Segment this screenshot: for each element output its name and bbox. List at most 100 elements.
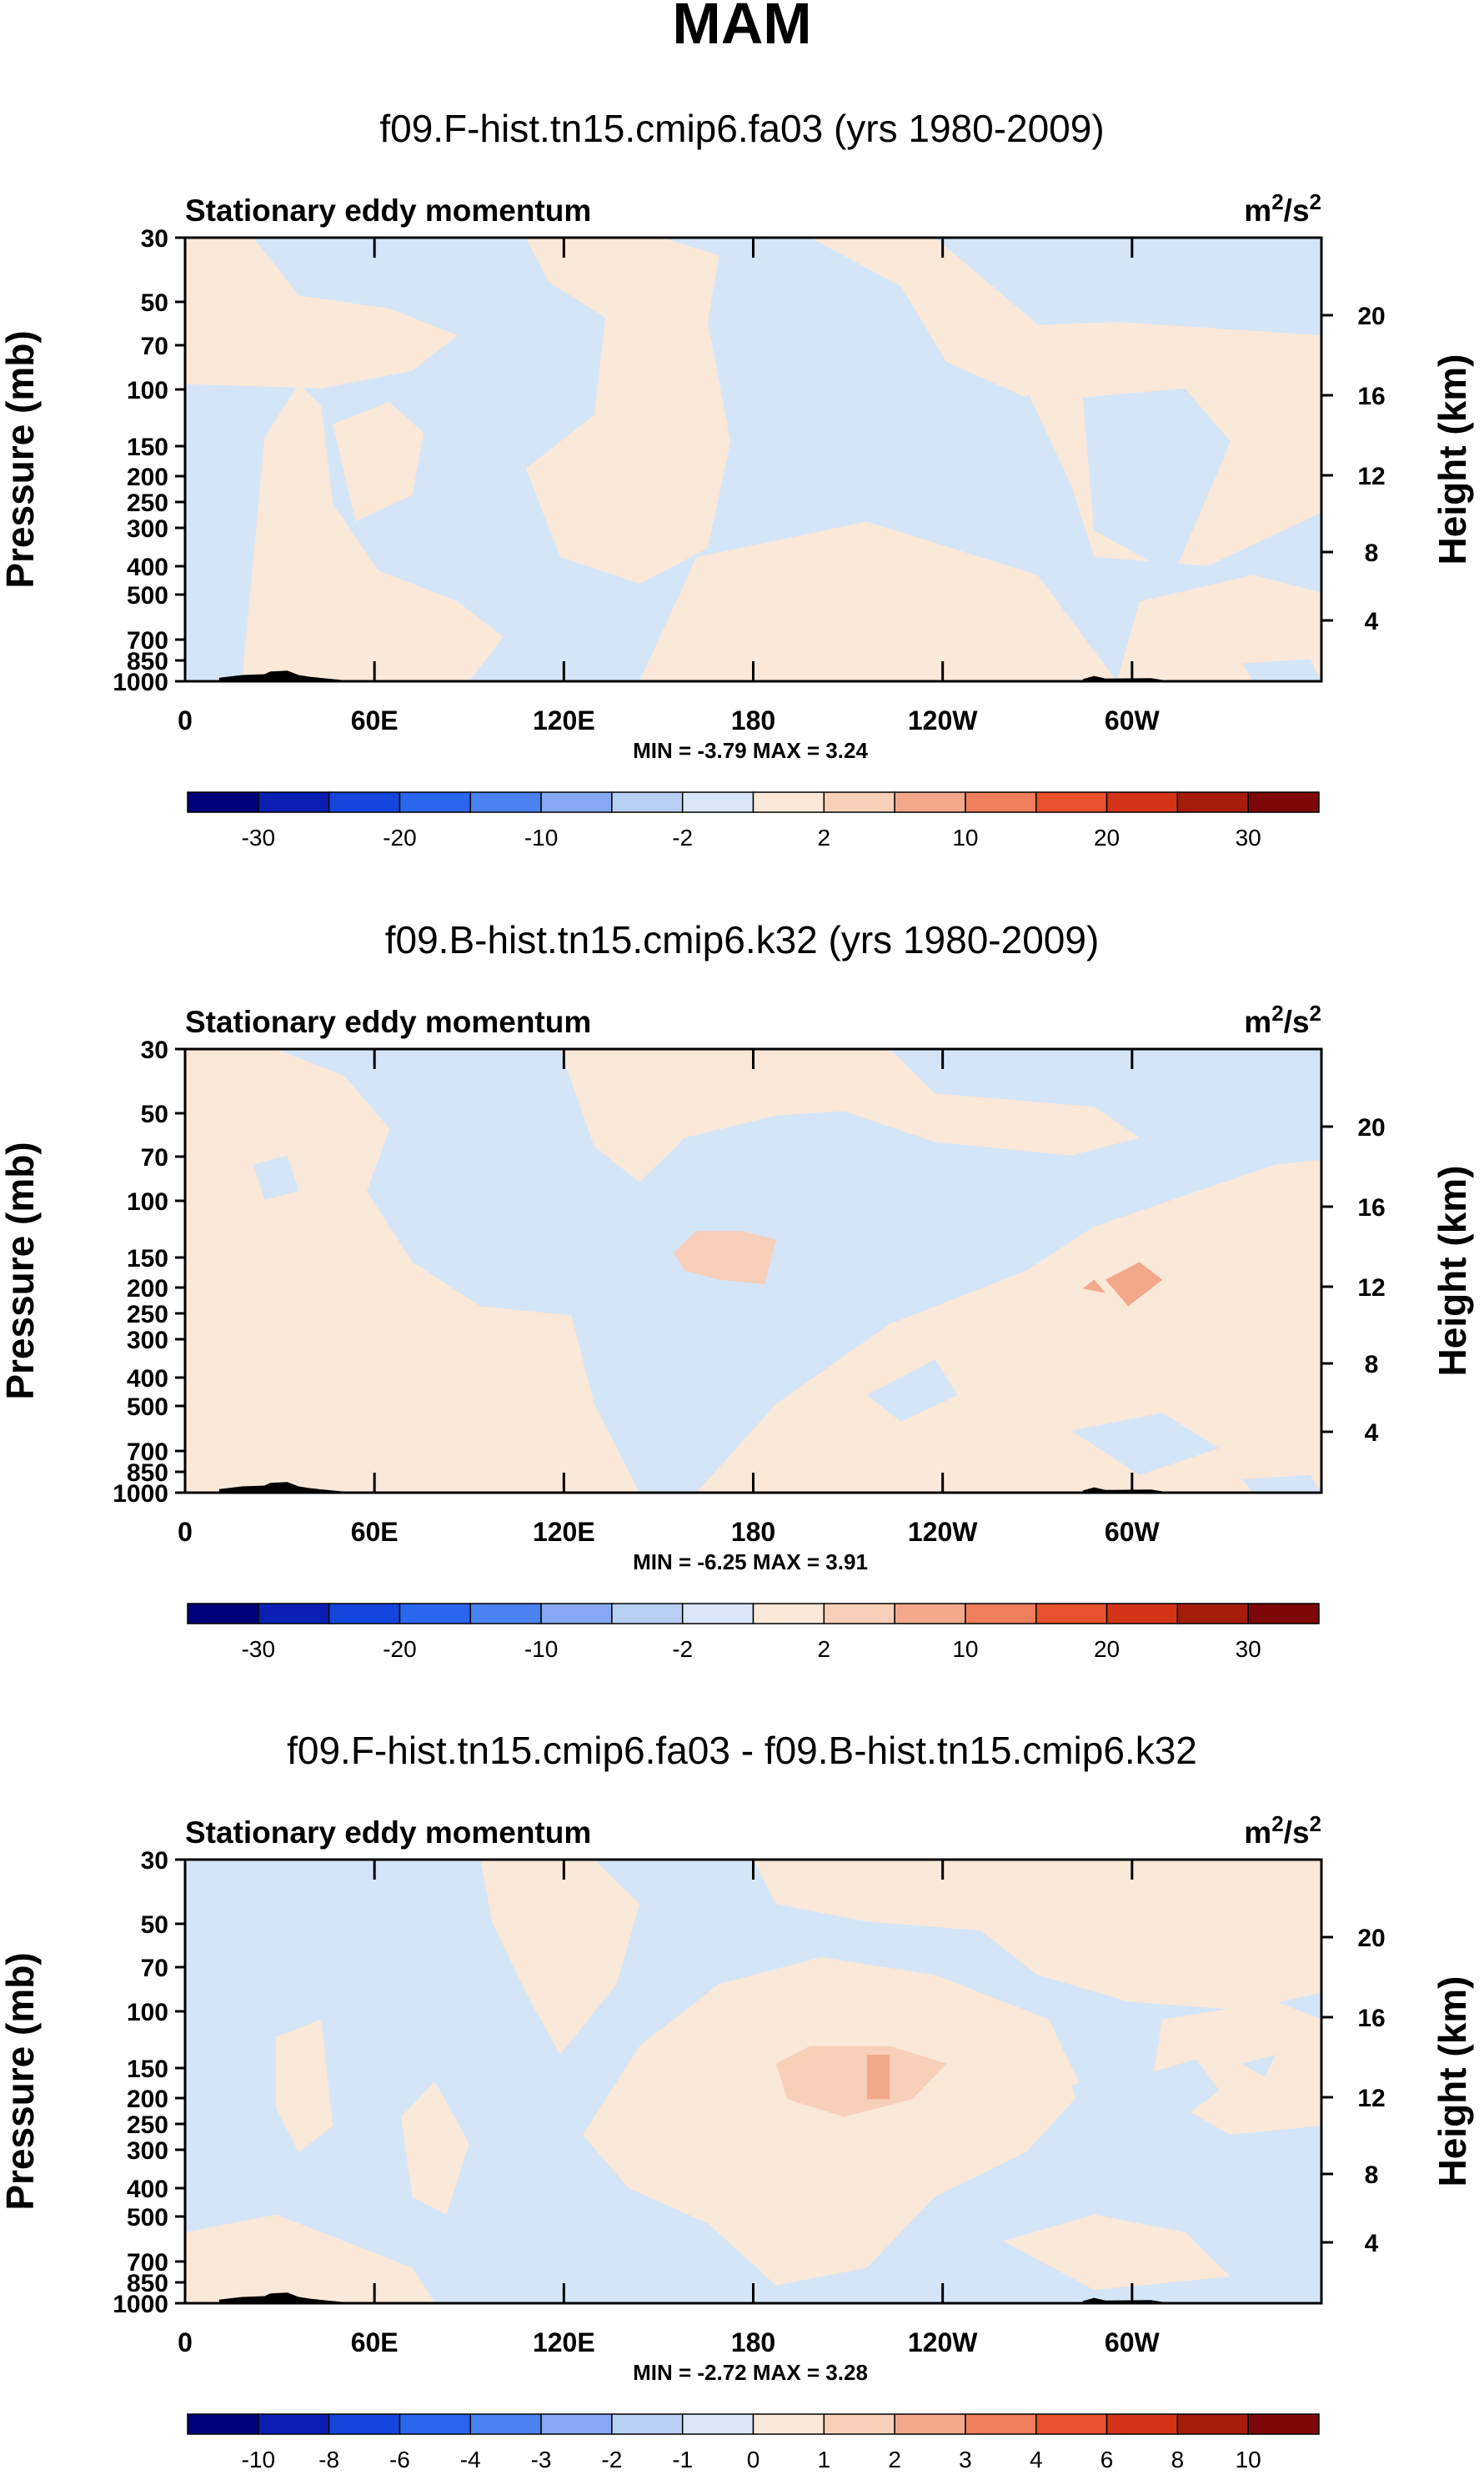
y-tick-label: 400	[127, 1365, 168, 1393]
x-tick-label: 180	[731, 705, 775, 735]
contour-region	[1105, 1262, 1163, 1307]
y-tick-label: 850	[127, 648, 168, 675]
min-max-part: 3.28	[820, 2360, 868, 2385]
colorbar-swatch	[965, 1603, 1037, 1624]
colorbar-label: 6	[1100, 2447, 1114, 2472]
y-tick-label: 250	[127, 1301, 168, 1328]
colorbar-swatch	[681, 2413, 755, 2435]
min-max-part: MAX =	[747, 738, 820, 763]
colorbar-label: 20	[1094, 1636, 1120, 1662]
y-tick-label: 100	[127, 377, 168, 404]
contour-region	[753, 1860, 1321, 2011]
contour-region	[1241, 2055, 1276, 2077]
x-tick-label: 120W	[908, 2327, 978, 2357]
contour-region	[1014, 2285, 1072, 2299]
colorbar-swatch	[399, 1603, 471, 1624]
x-tick-label: 60E	[351, 1517, 399, 1547]
x-tick-label: 60E	[351, 2327, 399, 2357]
y-tick-label: 1000	[113, 669, 168, 696]
units-part: 2	[1271, 189, 1283, 214]
contour-region	[1071, 1413, 1220, 1475]
colorbar-label: 2	[818, 825, 831, 851]
colorbar-swatch	[1176, 2413, 1249, 2435]
contour-region	[276, 2019, 333, 2153]
colorbar-label: -8	[318, 2447, 339, 2472]
y-tick-label: 200	[127, 464, 168, 491]
colorbar-label: -2	[672, 825, 693, 851]
min-max-part: MAX =	[747, 1549, 820, 1574]
colorbar-label: -2	[672, 1636, 693, 1662]
colorbar-label: 3	[959, 2447, 972, 2472]
colorbar-swatch	[540, 2413, 613, 2435]
colorbar-label: -10	[524, 1636, 558, 1662]
contour-region	[253, 1155, 299, 1200]
topography	[1082, 2297, 1174, 2303]
y2-tick-label: 12	[1357, 463, 1385, 490]
y-tick-label: 300	[127, 2137, 168, 2165]
contour-region	[775, 2046, 947, 2117]
x-tick-label: 60W	[1105, 1517, 1161, 1547]
colorbar-swatch	[681, 791, 755, 813]
colorbar-swatch	[399, 2413, 471, 2435]
y2-axis-label: Height (km)	[1431, 354, 1474, 565]
colorbar-swatch	[894, 791, 966, 813]
min-max-part: -3.79	[691, 738, 747, 763]
y2-tick-label: 4	[1365, 608, 1379, 635]
colorbar-swatch	[187, 791, 259, 813]
contour-region	[333, 401, 424, 522]
y-tick-label: 200	[127, 1275, 168, 1303]
y2-tick-label: 4	[1365, 1419, 1379, 1447]
colorbar-swatch	[1035, 791, 1108, 813]
x-tick-label: 180	[731, 1517, 775, 1547]
min-max-label: MIN = -3.79 MAX = 3.24	[633, 738, 868, 763]
y2-tick-label: 8	[1365, 540, 1379, 567]
colorbar-label: -10	[524, 825, 558, 851]
y-tick-label: 30	[141, 1037, 168, 1064]
contour-region	[525, 238, 731, 584]
colorbar-swatch	[1247, 2413, 1320, 2435]
units-part: m	[1244, 1005, 1271, 1039]
colorbar-swatch	[1247, 1603, 1320, 1624]
colorbar-swatch	[1035, 1603, 1108, 1624]
x-tick-label: 0	[178, 1517, 193, 1547]
min-max-part: MIN =	[633, 738, 691, 763]
y2-tick-label: 8	[1365, 1351, 1379, 1378]
min-max-part: -2.72	[691, 2360, 747, 2385]
colorbar-swatch	[540, 1603, 613, 1624]
y-tick-label: 30	[141, 225, 168, 253]
panel-subtitle: Stationary eddy momentum	[185, 1815, 591, 1850]
y2-tick-label: 16	[1357, 2005, 1385, 2032]
min-max-label: MIN = -2.72 MAX = 3.28	[633, 2360, 868, 2385]
colorbar-label: -30	[242, 1636, 275, 1662]
y-tick-label: 250	[127, 2111, 168, 2139]
contour-region	[480, 1860, 640, 2056]
colorbar-label: -4	[460, 2447, 481, 2472]
y2-tick-label: 16	[1357, 1194, 1385, 1222]
units-part: m	[1244, 1815, 1271, 1850]
colorbar-label: -20	[383, 825, 416, 851]
colorbar-swatch	[469, 2413, 542, 2435]
x-tick-label: 120E	[533, 705, 595, 735]
y-tick-label: 400	[127, 2176, 168, 2203]
y-tick-label: 70	[141, 1955, 168, 1982]
y-tick-label: 400	[127, 554, 168, 581]
contour-region	[185, 238, 459, 389]
colorbar-swatch	[328, 791, 401, 813]
panel-title: f09.F-hist.tn15.cmip6.fa03 - f09.B-hist.…	[287, 1729, 1197, 1772]
y2-tick-label: 20	[1357, 303, 1385, 330]
colorbar-swatch	[469, 1603, 542, 1624]
contour-region	[866, 1359, 958, 1422]
colorbar-label: -2	[601, 2447, 622, 2472]
colorbar-swatch	[1035, 2413, 1108, 2435]
colorbar-swatch	[187, 1603, 259, 1624]
units-part: m	[1244, 193, 1271, 228]
contour-region	[866, 2055, 890, 2100]
y-tick-label: 850	[127, 2270, 168, 2297]
units-part: 2	[1310, 189, 1321, 214]
panel-title: f09.F-hist.tn15.cmip6.fa03 (yrs 1980-200…	[379, 107, 1104, 150]
colorbar-label: 1	[818, 2447, 831, 2472]
y-tick-label: 70	[141, 1144, 168, 1172]
x-tick-label: 0	[178, 2327, 193, 2357]
y-tick-label: 500	[127, 1393, 168, 1421]
y-tick-label: 150	[127, 2056, 168, 2083]
